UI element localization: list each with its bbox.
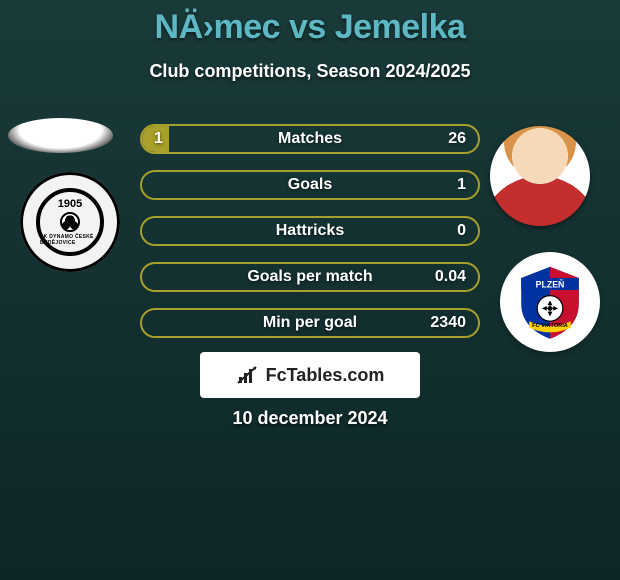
stat-right-value: 2340 bbox=[430, 314, 466, 332]
stat-label: Goals per match bbox=[142, 268, 478, 286]
svg-text:FC VIKTORIA: FC VIKTORIA bbox=[532, 323, 568, 329]
stat-row: Goals per match0.04 bbox=[140, 262, 480, 292]
svg-text:PLZEŇ: PLZEŇ bbox=[536, 279, 565, 290]
soccer-ball-icon bbox=[60, 212, 80, 232]
viktoria-plzen-crest-icon: PLZEŇ FC VIKTORIA bbox=[510, 262, 590, 342]
stat-right-value: 0.04 bbox=[435, 268, 466, 286]
team-left-name: SK DYNAMO ČESKÉ BUDĚJOVICE bbox=[40, 234, 100, 246]
page-title: NÄ›mec vs Jemelka bbox=[0, 0, 620, 47]
bar-chart-icon bbox=[236, 363, 260, 387]
stat-row: Goals1 bbox=[140, 170, 480, 200]
branding-text: FcTables.com bbox=[266, 365, 385, 386]
stat-label: Matches bbox=[142, 130, 478, 148]
player-left-avatar bbox=[8, 118, 113, 153]
stat-row: 1Matches26 bbox=[140, 124, 480, 154]
stat-right-value: 0 bbox=[457, 222, 466, 240]
stat-right-value: 1 bbox=[457, 176, 466, 194]
player-right-avatar bbox=[490, 126, 590, 226]
stat-row: Min per goal2340 bbox=[140, 308, 480, 338]
stats-panel: 1Matches26Goals1Hattricks0Goals per matc… bbox=[140, 124, 480, 338]
stat-right-value: 26 bbox=[448, 130, 466, 148]
stat-label: Min per goal bbox=[142, 314, 478, 332]
stat-row: Hattricks0 bbox=[140, 216, 480, 246]
page-subtitle: Club competitions, Season 2024/2025 bbox=[0, 61, 620, 82]
team-right-crest: PLZEŇ FC VIKTORIA bbox=[500, 252, 600, 352]
branding-badge: FcTables.com bbox=[200, 352, 420, 398]
stat-label: Goals bbox=[142, 176, 478, 194]
date-text: 10 december 2024 bbox=[0, 408, 620, 429]
stat-label: Hattricks bbox=[142, 222, 478, 240]
team-left-year: 1905 bbox=[58, 198, 82, 210]
team-left-crest: 1905 SK DYNAMO ČESKÉ BUDĚJOVICE bbox=[20, 172, 120, 272]
